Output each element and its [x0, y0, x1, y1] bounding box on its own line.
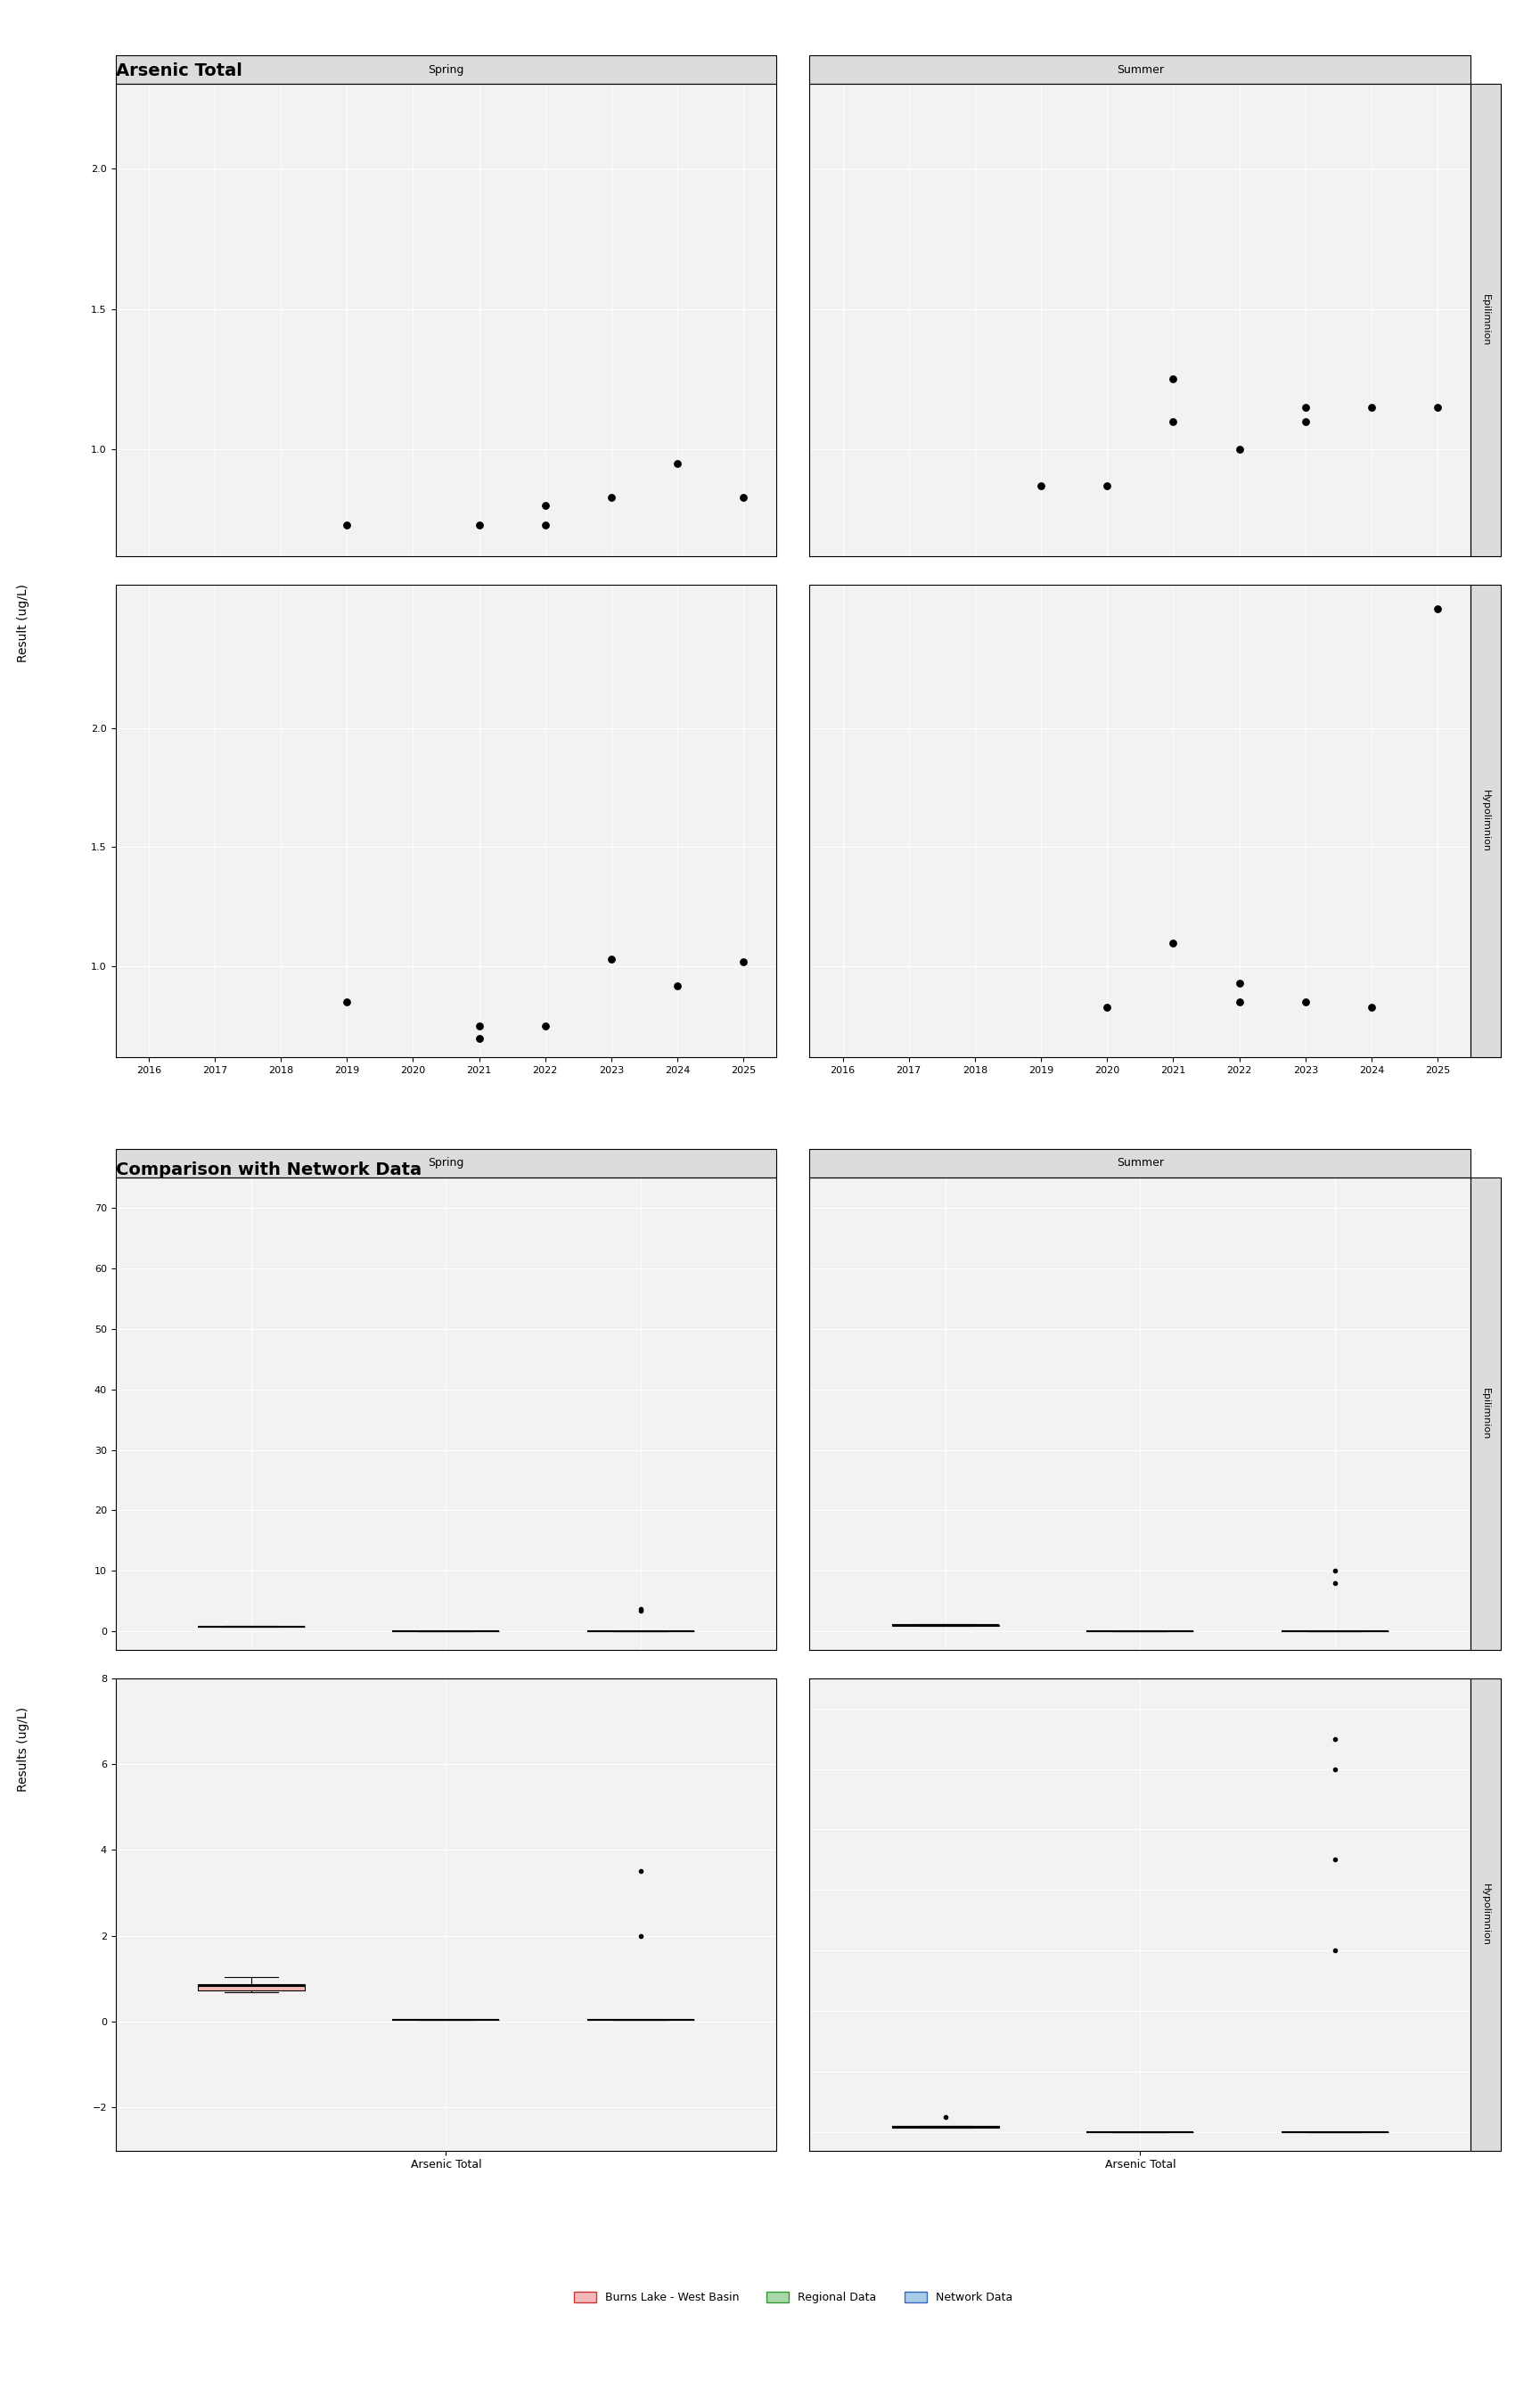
Bar [1471, 1677, 1500, 2152]
Bar [116, 1148, 776, 1176]
Point [1227, 982, 1252, 1021]
PathPatch shape [199, 1984, 305, 1991]
Text: Spring: Spring [428, 65, 464, 77]
Legend: Burns Lake - West Basin, Regional Data, Network Data: Burns Lake - West Basin, Regional Data, … [573, 2291, 1013, 2303]
Bar [1471, 84, 1500, 556]
Point [599, 479, 624, 518]
Point [467, 1006, 491, 1045]
Point [533, 1006, 557, 1045]
Point [1095, 987, 1120, 1025]
Point [1294, 403, 1318, 441]
Text: Result (ug/L): Result (ug/L) [17, 585, 29, 661]
Point [1360, 388, 1384, 426]
Point [1161, 359, 1186, 398]
Point [732, 479, 756, 518]
Point [665, 443, 690, 482]
Text: Epilimnion: Epilimnion [1481, 295, 1489, 345]
Text: Hypolimnion: Hypolimnion [1481, 1883, 1489, 1946]
Point [1360, 987, 1384, 1025]
Point [1426, 589, 1451, 628]
Point [467, 506, 491, 544]
Bar [810, 1148, 1471, 1176]
Point [533, 506, 557, 544]
Point [1294, 388, 1318, 426]
Text: Arsenic Total: Arsenic Total [116, 62, 242, 79]
Bar [810, 55, 1471, 84]
Text: Comparison with Network Data: Comparison with Network Data [116, 1162, 422, 1179]
Point [467, 1018, 491, 1057]
Bar [116, 55, 776, 84]
Point [665, 966, 690, 1004]
Point [1029, 467, 1053, 506]
Point [1294, 982, 1318, 1021]
Point [1426, 388, 1451, 426]
Point [1227, 963, 1252, 1002]
Point [533, 486, 557, 525]
Point [1161, 922, 1186, 961]
Point [1161, 403, 1186, 441]
Text: Results (ug/L): Results (ug/L) [17, 1706, 29, 1792]
Text: Hypolimnion: Hypolimnion [1481, 791, 1489, 853]
Point [599, 939, 624, 978]
Text: Summer: Summer [1116, 1157, 1164, 1169]
Point [1095, 467, 1120, 506]
Text: Spring: Spring [428, 1157, 464, 1169]
Point [334, 982, 359, 1021]
Text: Summer: Summer [1116, 65, 1164, 77]
Bar [1471, 1176, 1500, 1651]
Point [334, 506, 359, 544]
Point [732, 942, 756, 980]
Point [1227, 431, 1252, 470]
Text: Epilimnion: Epilimnion [1481, 1387, 1489, 1440]
Bar [1471, 585, 1500, 1057]
